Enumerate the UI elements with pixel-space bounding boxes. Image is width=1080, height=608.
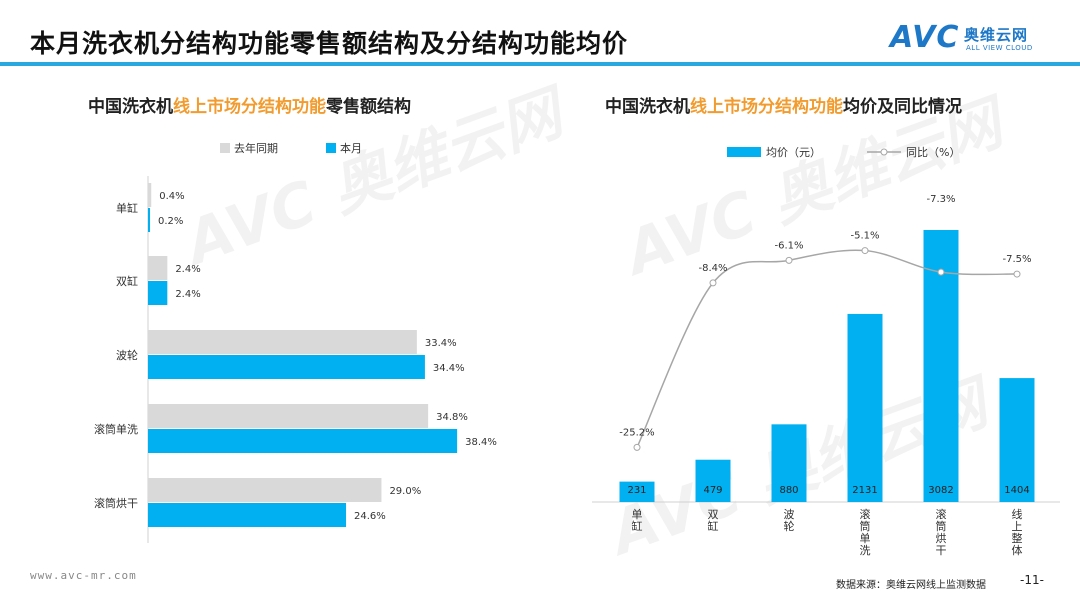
legend-swatch-this-month	[326, 143, 336, 153]
avc-logo: AVC 奥维云网 ALL VIEW CLOUD	[890, 20, 1060, 56]
left-title-prefix: 中国洗衣机	[88, 97, 173, 117]
left-title-highlight: 线上市场分结构功能	[173, 97, 326, 117]
bar-last-year	[148, 183, 152, 207]
bar-this-month	[148, 208, 150, 232]
page-number: -11-	[1020, 573, 1044, 587]
page-title: 本月洗衣机分结构功能零售额结构及分结构功能均价	[30, 29, 629, 58]
category-label: 波轮	[784, 508, 795, 533]
data-label: 2.4%	[175, 289, 200, 300]
yoy-value-label: -5.1%	[850, 231, 879, 242]
price-bar	[771, 424, 807, 502]
yoy-marker	[861, 247, 869, 255]
bar-this-month	[148, 355, 425, 379]
legend-swatch-avg-price	[727, 147, 761, 157]
bar-value-label: 880	[779, 485, 798, 496]
category-label: 双缸	[116, 274, 138, 288]
legend-swatch-last-year	[220, 143, 230, 153]
bar-this-month	[148, 429, 458, 453]
right-title-suffix: 均价及同比情况	[843, 97, 962, 117]
category-label: 滚筒烘干	[94, 496, 138, 510]
bar-value-label: 231	[627, 485, 646, 496]
category-label: 滚筒单洗	[860, 507, 871, 557]
bar-value-label: 2131	[852, 485, 877, 496]
category-label: 滚筒单洗	[94, 422, 138, 436]
data-label: 0.2%	[158, 216, 183, 227]
left-title-suffix: 零售额结构	[326, 97, 411, 117]
yoy-marker	[633, 443, 641, 451]
logo-avc-text: AVC	[890, 20, 960, 55]
legend-label-yoy: 同比（%）	[906, 146, 960, 159]
data-label: 29.0%	[389, 486, 421, 497]
price-bar	[695, 459, 731, 502]
bar-this-month	[148, 281, 168, 305]
yoy-value-label: -7.3%	[926, 194, 955, 205]
bar-last-year	[148, 256, 168, 280]
yoy-marker	[937, 268, 945, 276]
bar-this-month	[148, 503, 347, 527]
bar-last-year	[148, 478, 382, 502]
yoy-value-label: -8.4%	[698, 263, 727, 274]
data-label: 2.4%	[175, 264, 200, 275]
legend-marker-yoy	[880, 148, 888, 156]
data-label: 34.8%	[436, 412, 468, 423]
yoy-value-label: -7.5%	[1002, 254, 1031, 265]
logo-en-text: ALL VIEW CLOUD	[966, 44, 1033, 52]
bar-value-label: 3082	[928, 485, 953, 496]
bar-last-year	[148, 330, 417, 354]
data-label: 33.4%	[425, 338, 457, 349]
yoy-marker	[709, 279, 717, 287]
category-label: 滚筒烘干	[936, 507, 947, 557]
right-title-prefix: 中国洗衣机	[605, 97, 690, 117]
yoy-line	[636, 249, 1018, 448]
yoy-value-label: -6.1%	[774, 240, 803, 251]
bar-value-label: 1404	[1004, 485, 1029, 496]
category-label: 波轮	[116, 348, 138, 362]
price-bar	[999, 378, 1035, 502]
logo-cn-text: 奥维云网	[964, 26, 1029, 44]
price-bar	[619, 481, 655, 502]
bar-value-label: 479	[703, 485, 722, 496]
price-bar	[847, 313, 883, 502]
title-rule	[0, 62, 1080, 66]
data-label: 38.4%	[465, 437, 497, 448]
yoy-marker	[1013, 270, 1021, 278]
right-chart-title: 中国洗衣机线上市场分结构功能均价及同比情况	[605, 92, 962, 117]
right-title-highlight: 线上市场分结构功能	[690, 97, 843, 117]
data-label: 24.6%	[354, 511, 386, 522]
bar-last-year	[148, 404, 429, 428]
category-label: 线上整体	[1012, 507, 1023, 557]
category-label: 单缸	[116, 201, 138, 215]
avg-price-combo-chart: 均价（元） 同比（%） 231 单缸 479 双缸 880 波轮 2131 滚筒单洗 3082 滚筒烘…	[592, 146, 1060, 557]
category-label: 双缸	[708, 508, 719, 533]
data-label: 0.4%	[159, 191, 184, 202]
legend-label-avg-price: 均价（元）	[766, 146, 821, 159]
category-label: 单缸	[632, 508, 643, 533]
footer-url: www.avc-mr.com	[30, 569, 137, 582]
legend-label-this-month: 本月	[340, 141, 362, 155]
data-label: 34.4%	[433, 363, 465, 374]
legend-label-last-year: 去年同期	[234, 141, 278, 155]
footer-source: 数据来源：奥维云网线上监测数据	[836, 580, 986, 591]
yoy-marker	[785, 256, 793, 264]
yoy-value-label: -25.2%	[619, 427, 654, 438]
left-chart-title: 中国洗衣机线上市场分结构功能零售额结构	[88, 92, 411, 117]
